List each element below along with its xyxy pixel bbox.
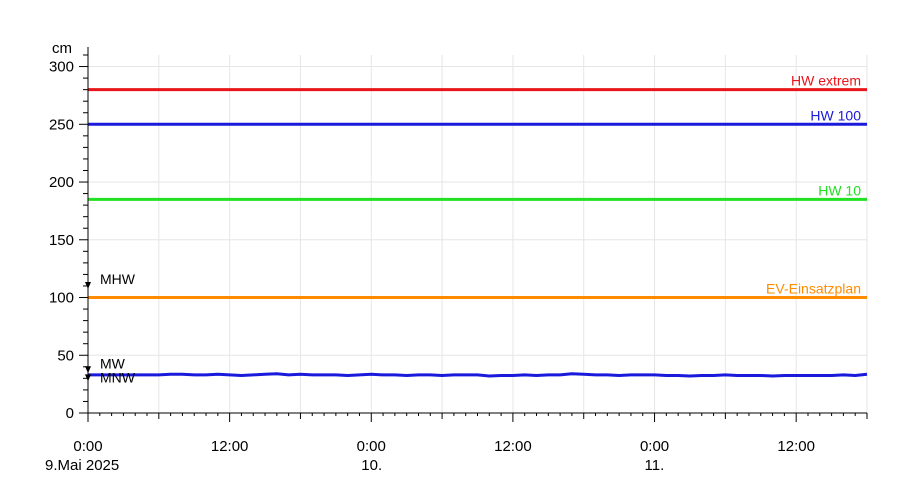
y-axis-unit-label: cm bbox=[52, 40, 72, 57]
ref-line-label: HW 10 bbox=[818, 182, 861, 198]
y-tick-label: 300 bbox=[49, 59, 74, 76]
x-tick-label: 12:00 bbox=[211, 438, 249, 455]
grid bbox=[88, 55, 868, 414]
y-tick-label: 200 bbox=[49, 174, 74, 191]
x-date-label: 11. bbox=[645, 457, 665, 474]
ref-line-label: EV-Einsatzplan bbox=[766, 281, 861, 297]
data-series bbox=[88, 372, 868, 378]
x-axis: 0:00 9.Mai 2025 12:00 0:00 10. 12:00 0:00 11. 12… bbox=[45, 412, 868, 474]
y-tick-label: 50 bbox=[57, 347, 74, 364]
x-tick-label: 0:00 bbox=[357, 438, 386, 455]
ref-lines: HW extrem HW 100 HW 10 EV-Einsatzplan bbox=[88, 73, 867, 300]
y-tick-label: 0 bbox=[66, 405, 74, 422]
x-date-label: 10. bbox=[361, 457, 382, 474]
level-marker-triangle bbox=[85, 281, 91, 289]
level-marker-label: MHW bbox=[100, 271, 136, 287]
level-marker-triangle bbox=[85, 366, 91, 374]
y-tick-label: 150 bbox=[49, 232, 74, 249]
x-date-label: 9.Mai 2025 bbox=[45, 457, 119, 474]
y-tick-label: 250 bbox=[49, 116, 74, 133]
level-marker-triangle bbox=[85, 374, 91, 382]
level-marker-label: MNW bbox=[100, 369, 136, 385]
ref-line-label: HW 100 bbox=[810, 107, 861, 123]
x-tick-label: 12:00 bbox=[494, 438, 532, 455]
water-level-line bbox=[88, 372, 868, 378]
x-tick-label: 0:00 bbox=[640, 438, 669, 455]
level-marker-label: MW bbox=[100, 355, 126, 371]
x-tick-label: 12:00 bbox=[777, 438, 815, 455]
ref-line-label: HW extrem bbox=[791, 73, 861, 89]
x-tick-label: 0:00 bbox=[73, 438, 102, 455]
y-axis: cm 0 50 100 150 200 250 300 bbox=[49, 40, 89, 422]
y-tick-label: 100 bbox=[49, 290, 74, 307]
